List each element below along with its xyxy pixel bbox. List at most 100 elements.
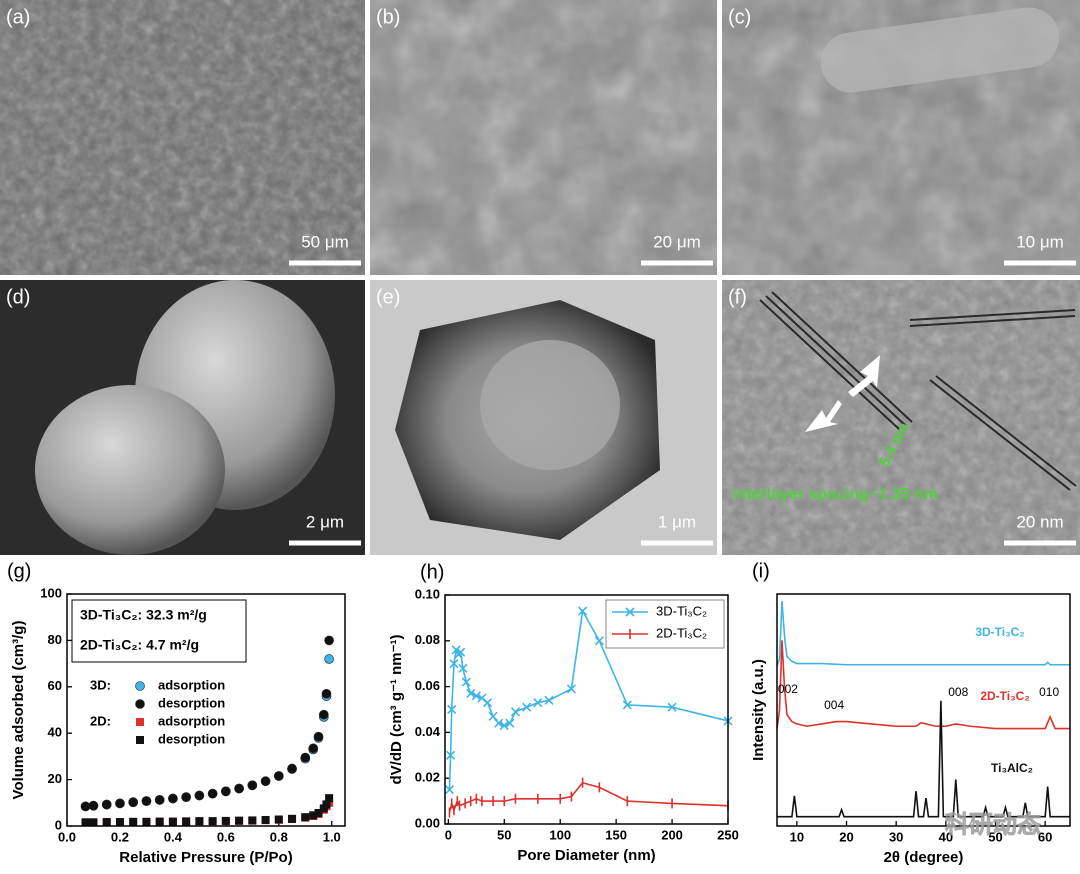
- panel-label: (c): [728, 6, 751, 28]
- texture: [722, 280, 1080, 555]
- marker: [325, 794, 334, 803]
- series-line: [448, 781, 729, 813]
- marker: [300, 752, 311, 763]
- annotation: 2D-Ti₃C₂: 4.7 m²/g: [80, 637, 199, 653]
- x-tick-label: 10: [790, 829, 804, 844]
- marker: [168, 793, 178, 804]
- texture: [0, 0, 365, 275]
- annotation: 3D-Ti₃C₂: 32.3 m²/g: [80, 607, 207, 623]
- x-tick-label: 0.8: [270, 829, 288, 844]
- x-tick-label: 0.6: [217, 829, 235, 844]
- x-axis-label: 2θ (degree): [884, 849, 964, 866]
- scale-label: 1 μm: [658, 512, 696, 531]
- marker: [260, 776, 271, 787]
- marker: [319, 709, 329, 720]
- series-line: [776, 640, 1070, 730]
- legend-group: 3D:: [90, 677, 111, 692]
- y-tick-label: 0.02: [415, 770, 440, 785]
- marker: [324, 635, 334, 646]
- sphere: [35, 385, 225, 555]
- marker: [494, 718, 504, 728]
- x-tick-label: 250: [717, 827, 739, 842]
- peak-label: 004: [824, 698, 844, 712]
- marker: [461, 677, 471, 687]
- legend-swatch: [625, 607, 635, 617]
- marker: [261, 815, 270, 824]
- marker: [314, 809, 323, 818]
- micrographs: [0, 0, 1080, 555]
- axis-frame: [444, 594, 729, 825]
- x-tick-label: 0.4: [164, 829, 183, 844]
- marker: [287, 763, 297, 774]
- marker: [522, 702, 532, 712]
- axis-frame: [776, 593, 1071, 827]
- legend-label: adsorption: [158, 713, 225, 728]
- marker: [505, 718, 515, 728]
- marker: [482, 698, 493, 708]
- y-axis-label: Intensity (a.u.): [750, 659, 767, 761]
- panel-label: (g): [7, 560, 31, 582]
- marker: [308, 743, 319, 754]
- marker: [313, 731, 324, 742]
- y-axis-label: dV/dD (cm³ g⁻¹ nm⁻¹): [388, 635, 405, 785]
- x-tick-label: 100: [549, 827, 571, 842]
- marker: [168, 817, 177, 826]
- lattice-fringes: [759, 291, 1077, 491]
- x-tick-label: 0: [445, 827, 452, 842]
- legend-box: [605, 599, 725, 649]
- marker: [221, 816, 230, 825]
- marker: [566, 684, 576, 694]
- y-tick-label: 0.06: [415, 678, 440, 693]
- series-label: Ti₃AlC₂: [991, 761, 1033, 775]
- marker: [274, 771, 284, 781]
- axis-frame: [66, 593, 346, 827]
- scale-label: 2 μm: [306, 512, 344, 531]
- legend-swatch: [135, 681, 145, 691]
- y-tick-label: 40: [48, 725, 62, 740]
- legend-label: 2D-Ti₃C₂: [656, 625, 707, 640]
- marker: [101, 799, 112, 810]
- marker: [142, 817, 151, 826]
- x-tick-label: 1.0: [323, 829, 341, 844]
- marker: [321, 688, 332, 699]
- series-line: [777, 700, 1070, 818]
- fiber: [820, 7, 1060, 93]
- marker: [234, 783, 244, 794]
- marker: [128, 797, 138, 808]
- marker: [456, 647, 466, 657]
- x-tick-label: 50: [497, 827, 511, 842]
- panel-label: (f): [728, 286, 747, 308]
- peak-label: 008: [948, 685, 968, 699]
- marker: [89, 818, 98, 827]
- y-tick-label: 20: [48, 771, 62, 786]
- x-tick-label: 0.0: [58, 829, 76, 844]
- scale-label: 10 μm: [1016, 232, 1064, 251]
- marker: [195, 817, 204, 826]
- legend-swatch: [135, 699, 145, 709]
- arrow: [848, 355, 880, 397]
- marker: [622, 700, 632, 710]
- marker: [155, 817, 164, 826]
- marker: [449, 659, 459, 669]
- marker: [322, 800, 331, 809]
- marker: [274, 815, 283, 824]
- marker: [510, 707, 521, 717]
- x-tick-label: 30: [889, 829, 903, 844]
- marker: [154, 795, 165, 805]
- series-label: 3D-Ti₃C₂: [975, 625, 1024, 639]
- x-axis-label: Pore Diameter (nm): [517, 847, 655, 864]
- legend-swatch: [136, 718, 144, 726]
- y-tick-label: 60: [48, 678, 62, 693]
- x-tick-label: 200: [661, 827, 683, 842]
- legend-label: desorption: [158, 731, 225, 746]
- x-tick-label: 0.2: [111, 829, 129, 844]
- x-tick-label: 20: [839, 829, 853, 844]
- marker: [194, 790, 205, 801]
- panel-label: (d): [6, 286, 30, 308]
- marker: [221, 786, 231, 797]
- x-tick-label: 150: [605, 827, 627, 842]
- marker: [248, 816, 257, 825]
- scale-label: 20 nm: [1016, 512, 1063, 531]
- legend-label: desorption: [158, 695, 225, 710]
